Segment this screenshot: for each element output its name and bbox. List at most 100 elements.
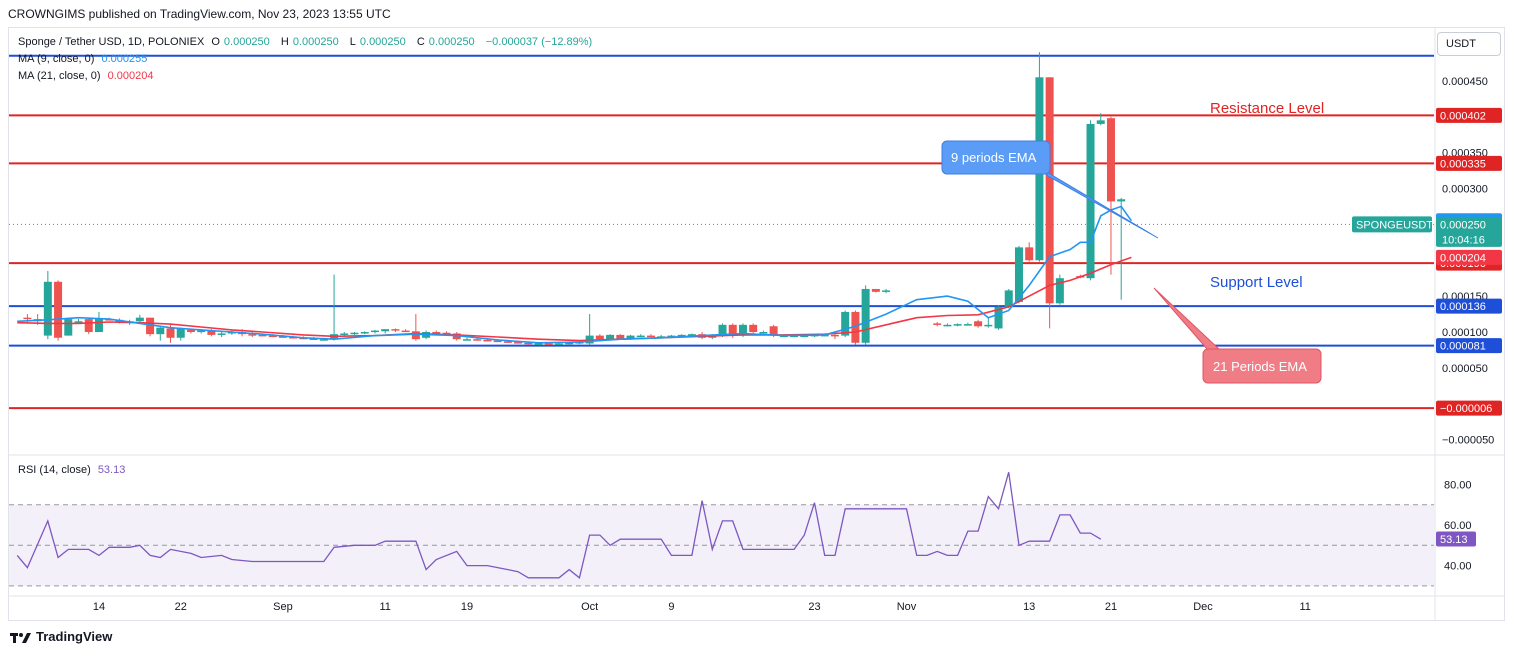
candle — [933, 321, 942, 327]
rsi-tick-label: 40.00 — [1444, 561, 1472, 573]
ema21-callout-text: 21 Periods EMA — [1213, 359, 1307, 374]
candle — [943, 323, 952, 327]
candle — [861, 285, 870, 345]
rsi-pane: 80.00 60.00 40.00 53.13 — [9, 472, 1476, 587]
candle — [217, 332, 226, 338]
legend-o-value: 0.000250 — [223, 36, 270, 48]
candle-body — [646, 335, 655, 338]
time-tick-label: 23 — [808, 601, 820, 613]
level-badge-label: −0.000006 — [1440, 403, 1492, 415]
candle-body — [462, 339, 471, 341]
support-level-label: Support Level — [1210, 274, 1303, 291]
price-badge-bg — [1436, 249, 1502, 265]
candle-body — [64, 319, 73, 336]
candle — [1055, 274, 1064, 305]
candle-body — [677, 334, 686, 337]
candle-body — [524, 342, 533, 345]
candle-body — [503, 341, 512, 343]
candle-body — [718, 324, 727, 336]
candle-body — [953, 324, 962, 326]
time-tick-label: 19 — [461, 601, 473, 613]
candle-body — [1045, 77, 1054, 304]
candle-body — [841, 311, 850, 336]
candle-body — [1086, 123, 1095, 279]
candle — [370, 329, 379, 334]
candle — [350, 332, 359, 335]
candle-body — [54, 281, 63, 338]
candle-body — [493, 340, 502, 343]
candle-body — [442, 332, 451, 335]
resistance-level-label: Resistance Level — [1210, 100, 1324, 117]
symbol-badge-label: SPONGEUSDT — [1356, 219, 1433, 231]
price-badge-label: 0.000250 — [1440, 219, 1486, 231]
candle — [974, 319, 983, 328]
horizontal-levels — [8, 28, 1505, 620]
price-tick-label: 0.000450 — [1442, 76, 1488, 88]
candle — [462, 337, 471, 341]
candle-body — [248, 334, 257, 336]
level-badge-label: 0.000402 — [1440, 110, 1486, 122]
candle-body — [882, 290, 891, 292]
candle-body — [1055, 278, 1064, 304]
tradingview-logo[interactable]: TradingView — [10, 629, 112, 644]
ema9-callout-pointer — [1039, 167, 1159, 239]
legend-l-label: L — [349, 36, 356, 48]
candle — [330, 274, 339, 341]
level-badge-bg — [1436, 338, 1502, 354]
rsi-tick-label: 80.00 — [1444, 479, 1472, 491]
legend-h-value: 0.000250 — [292, 36, 339, 48]
candle-body — [258, 334, 267, 337]
candle — [156, 326, 165, 341]
candle-body — [217, 333, 226, 335]
candle-body — [554, 343, 563, 345]
legend-symbol: Sponge / Tether USD, 1D, POLONIEX — [18, 36, 205, 48]
time-tick-label: 11 — [379, 601, 390, 613]
candle-body — [830, 334, 839, 337]
legend-c-value: 0.000250 — [428, 36, 475, 48]
rsi-line — [16, 472, 1102, 579]
candle-body — [278, 336, 287, 338]
candle-body — [360, 332, 369, 334]
time-axis: 14 22 Sep 11 19 Oct 9 23 Nov 13 21 Dec 11 — [93, 601, 1311, 613]
candle-body — [800, 335, 809, 338]
annotations: Resistance Level Support Level 9 periods E… — [941, 100, 1324, 384]
price-tick-label: 0.000300 — [1442, 184, 1488, 196]
candle-body — [381, 329, 390, 332]
candle — [1106, 116, 1115, 275]
candle — [963, 322, 972, 326]
candle-body — [687, 334, 696, 336]
candle — [1014, 245, 1023, 304]
currency-unit-selector[interactable]: USDT — [1437, 32, 1501, 56]
candle-body — [1117, 199, 1126, 202]
candle — [43, 271, 52, 340]
legend-ma21-value: 0.000204 — [107, 70, 154, 82]
rsi-value-badge-bg — [1436, 531, 1476, 547]
legend-ma9-label: MA (9, close, 0) — [18, 53, 95, 65]
time-tick-label: 11 — [1299, 601, 1310, 613]
candle — [1004, 288, 1013, 309]
candle — [749, 323, 758, 334]
legend-c-label: C — [416, 36, 425, 48]
candle-body — [197, 330, 206, 333]
candle-body — [23, 317, 32, 320]
level-badge-label: 0.000136 — [1440, 301, 1486, 313]
candle — [882, 288, 891, 294]
level-badge-bg — [1436, 155, 1502, 171]
time-tick-label: 21 — [1105, 601, 1117, 613]
chart-frame — [8, 27, 1505, 621]
candle — [360, 331, 369, 335]
candle-body — [289, 337, 298, 339]
candle-body — [166, 328, 175, 338]
candle-body — [933, 323, 942, 325]
legend-ohlc: Sponge / Tether USD, 1D, POLONIEX O 0.000… — [18, 36, 596, 48]
candle-body — [984, 324, 993, 327]
candle-body — [391, 329, 400, 331]
legend-h-label: H — [280, 36, 289, 48]
price-tick-label: −0.000050 — [1442, 435, 1494, 447]
candle-body — [1004, 290, 1013, 307]
candle — [401, 329, 410, 333]
candle-body — [186, 329, 195, 333]
legend-rsi-label: RSI (14, close) — [18, 464, 91, 476]
candle-body — [350, 332, 359, 335]
